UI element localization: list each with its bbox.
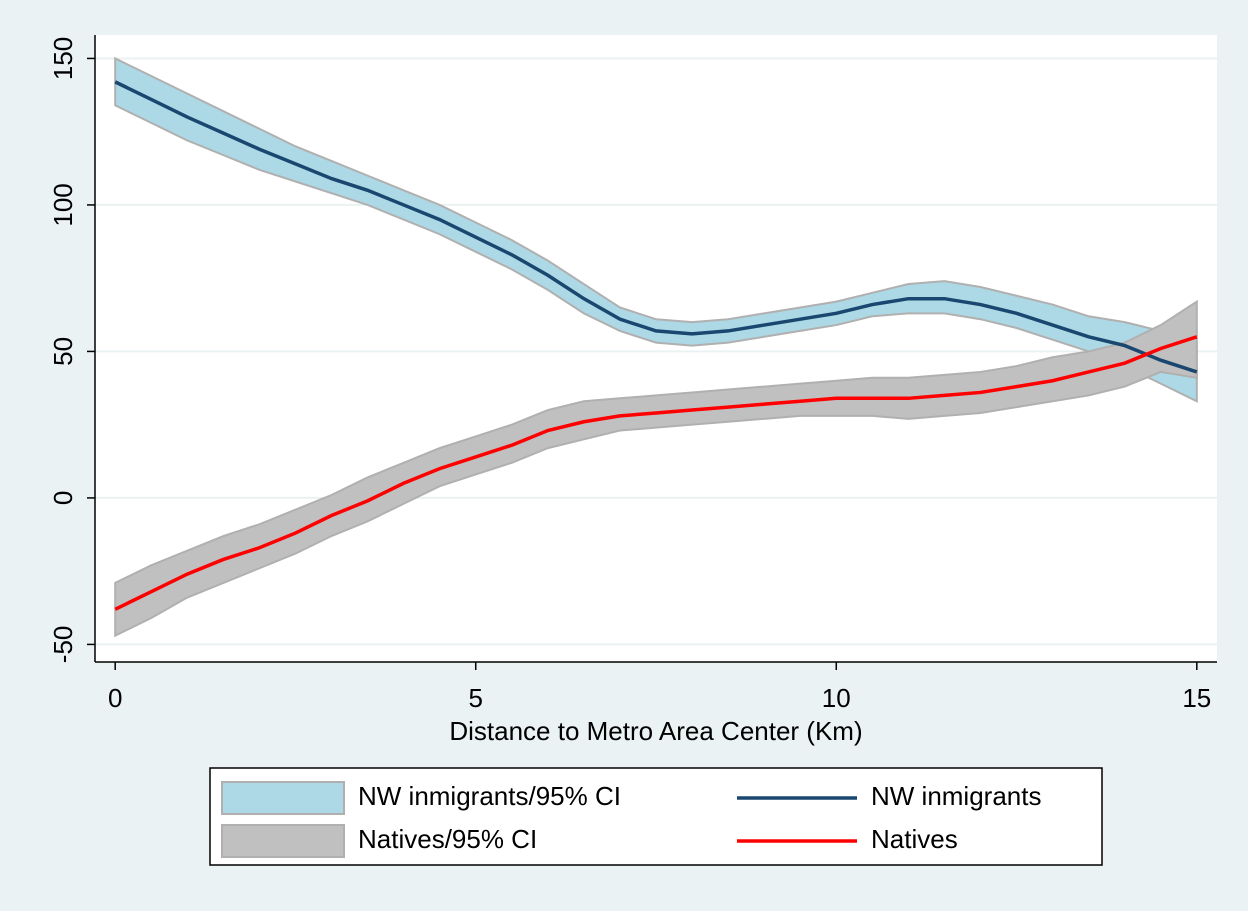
y-tick-label: 150 — [48, 37, 78, 80]
legend-label: Natives/95% CI — [358, 824, 537, 854]
y-tick-label: 50 — [48, 337, 78, 366]
x-tick-label: 15 — [1182, 683, 1211, 713]
x-tick-label: 5 — [468, 683, 482, 713]
line — [114, 335, 1198, 611]
legend-label: Natives — [871, 824, 958, 854]
ci-band — [114, 56, 1198, 403]
line — [114, 80, 1198, 374]
x-tick-label: 0 — [108, 683, 122, 713]
legend — [209, 767, 1103, 866]
y-tick-label: 0 — [48, 491, 78, 505]
legend-swatch — [221, 824, 345, 858]
legend-label: NW inmigrants/95% CI — [358, 781, 621, 811]
y-tick-label: -50 — [48, 626, 78, 664]
x-tick-label: 10 — [822, 683, 851, 713]
ci-band — [114, 299, 1198, 638]
x-axis-title: Distance to Metro Area Center (Km) — [449, 716, 862, 746]
plot-area — [95, 35, 1217, 662]
legend-label: NW inmigrants — [871, 781, 1041, 811]
y-tick-label: 100 — [48, 183, 78, 226]
legend-swatch — [221, 781, 345, 815]
